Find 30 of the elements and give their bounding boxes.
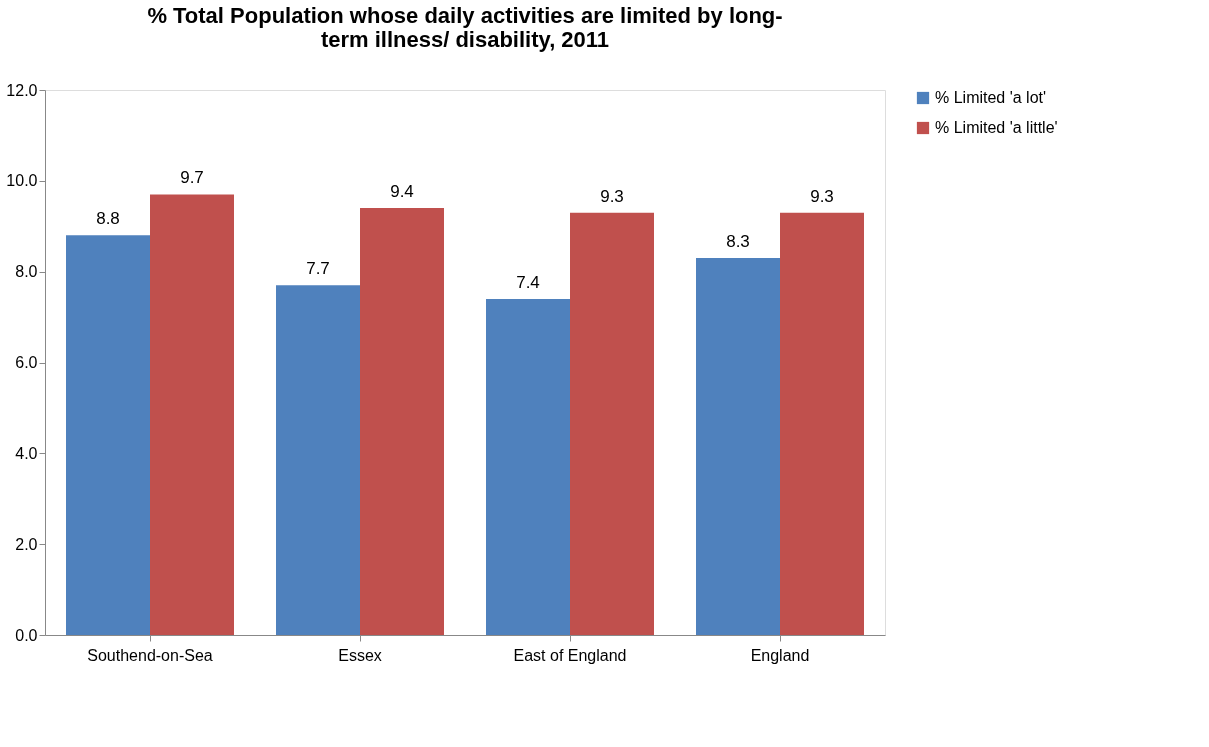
data-label: 7.4	[516, 272, 540, 292]
bar	[150, 194, 234, 635]
y-tick-label: 2.0	[15, 535, 38, 553]
y-tick-label: 4.0	[15, 444, 38, 462]
data-label: 9.4	[390, 182, 414, 202]
x-tick-label: East of England	[513, 646, 627, 664]
bar	[276, 285, 360, 635]
y-tick-label: 12.0	[6, 81, 38, 99]
bar	[360, 208, 444, 635]
data-label: 8.3	[726, 232, 750, 252]
y-tick-label: 8.0	[15, 263, 38, 281]
bar	[570, 212, 654, 635]
bar	[780, 212, 864, 635]
data-label: 9.3	[810, 186, 834, 206]
bar	[486, 298, 570, 635]
data-label: 8.8	[96, 209, 120, 229]
data-label: 9.7	[180, 168, 204, 188]
chart-title: % Total Population whose daily activities are limited by long-term illness/ disability, 2011	[147, 3, 783, 52]
x-tick-label: Essex	[338, 646, 382, 664]
legend-label: % Limited 'a lot'	[935, 89, 1047, 106]
data-label: 9.3	[600, 186, 624, 206]
bar	[66, 235, 150, 635]
data-label: 7.7	[306, 259, 330, 279]
bar	[696, 258, 780, 635]
y-tick-label: 0.0	[15, 626, 38, 644]
y-tick-label: 6.0	[15, 354, 38, 371]
y-tick-label: 10.0	[6, 172, 38, 190]
x-tick-label: England	[750, 646, 810, 664]
legend-label: % Limited 'a little'	[935, 119, 1058, 136]
x-tick-label: Southend-on-Sea	[87, 646, 213, 664]
